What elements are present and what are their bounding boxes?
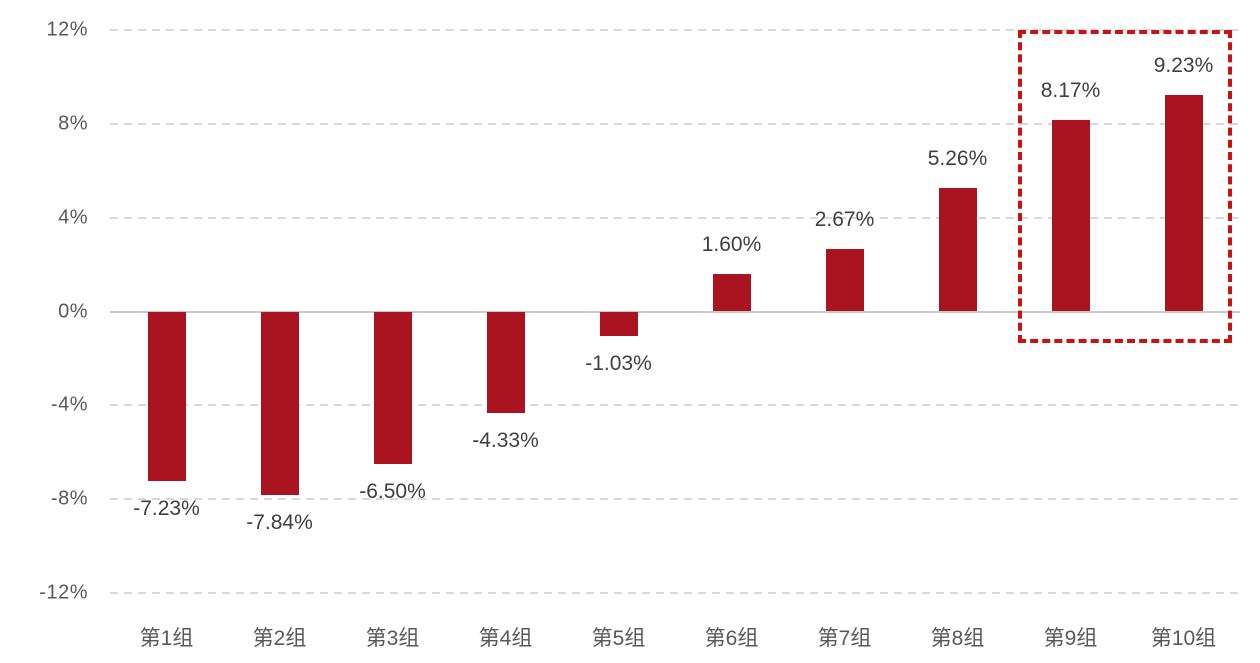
bar	[938, 188, 977, 312]
bar-value-label: -1.03%	[585, 351, 652, 375]
x-tick-label: 第1组	[139, 627, 194, 650]
x-tick-label: 第8组	[930, 627, 985, 650]
bar-value-label: -7.23%	[133, 497, 200, 521]
x-tick-label: 第10组	[1150, 627, 1217, 650]
y-tick-label: 12%	[46, 18, 88, 41]
y-tick-label: 4%	[58, 206, 88, 229]
gridline	[110, 498, 1240, 501]
bar-value-label: 5.26%	[927, 147, 988, 171]
gridline	[110, 592, 1240, 595]
zero-axis-line	[110, 310, 1240, 313]
highlight-box	[1018, 30, 1232, 343]
x-tick-label: 第7组	[817, 627, 872, 650]
bar	[712, 273, 751, 312]
bar-value-label: -7.84%	[246, 511, 313, 535]
bar-value-label: -4.33%	[472, 429, 539, 453]
bar	[1051, 119, 1090, 312]
y-tick-label: -4%	[50, 393, 88, 416]
y-tick-label: -8%	[50, 487, 88, 510]
bar-value-label: 9.23%	[1153, 53, 1214, 77]
y-tick-label: -12%	[39, 581, 88, 604]
bar	[260, 311, 299, 496]
bar	[486, 311, 525, 414]
x-tick-label: 第3组	[365, 627, 420, 650]
bar-value-label: 1.60%	[701, 232, 762, 256]
bar	[599, 311, 638, 336]
x-tick-label: 第6组	[704, 627, 759, 650]
x-tick-label: 第4组	[478, 627, 533, 650]
x-tick-label: 第9组	[1043, 627, 1098, 650]
x-tick-label: 第5组	[591, 627, 646, 650]
gridline	[110, 216, 1240, 219]
bar	[1164, 94, 1203, 312]
x-tick-label: 第2组	[252, 627, 307, 650]
bar	[373, 311, 412, 464]
gridline	[110, 28, 1240, 31]
gridline	[110, 404, 1240, 407]
bar-value-label: -6.50%	[359, 479, 426, 503]
y-tick-label: 8%	[58, 112, 88, 135]
bar	[147, 311, 186, 482]
gridline	[110, 122, 1240, 125]
bar-value-label: 2.67%	[814, 207, 875, 231]
bar	[825, 248, 864, 312]
bar-value-label: 8.17%	[1040, 78, 1101, 102]
y-tick-label: 0%	[58, 300, 88, 322]
